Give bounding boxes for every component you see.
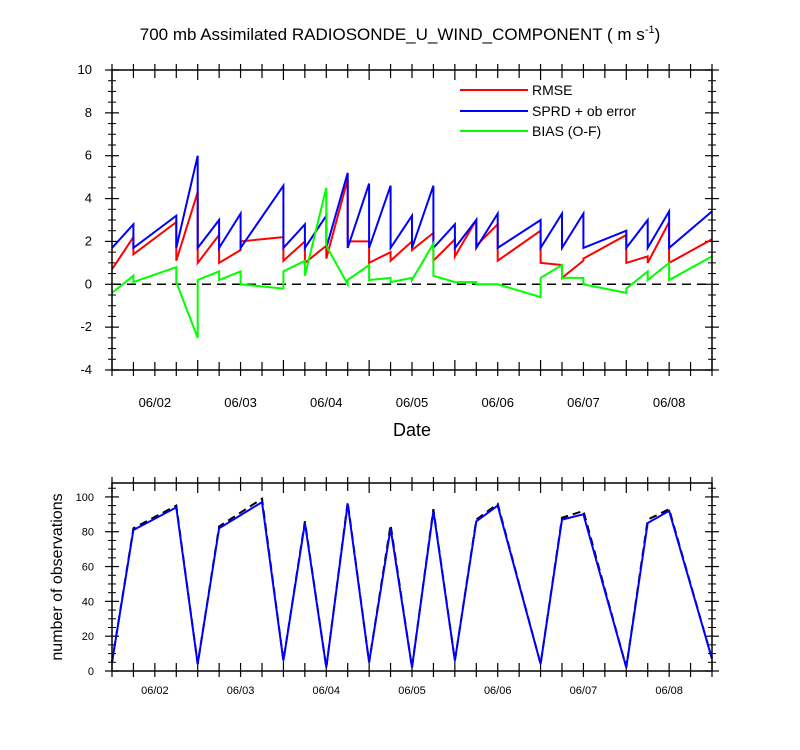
bottom-y-axis-ticks: 0 20 40 60 80 100 bbox=[76, 487, 719, 678]
chart-title-suffix: ) bbox=[655, 25, 661, 44]
x-tick-label: 06/03 bbox=[227, 685, 255, 697]
y-tick-label: 40 bbox=[82, 596, 94, 608]
y-tick-label: 4 bbox=[85, 191, 92, 206]
y-tick-label: 0 bbox=[85, 276, 92, 291]
x-tick-label: 06/07 bbox=[570, 685, 598, 697]
top-chart: 700 mb Assimilated RADIOSONDE_U_WIND_COM… bbox=[78, 24, 719, 440]
x-tick-label: 06/08 bbox=[655, 685, 683, 697]
y-axis-label-observations: number of observations bbox=[49, 493, 66, 660]
y-tick-label: 0 bbox=[88, 666, 94, 678]
x-tick-label: 06/06 bbox=[481, 395, 514, 410]
y-tick-label: 8 bbox=[85, 105, 92, 120]
y-tick-label: 2 bbox=[85, 233, 92, 248]
y-tick-label: 60 bbox=[82, 562, 94, 574]
y-tick-label: 10 bbox=[78, 62, 92, 77]
x-tick-label: 06/05 bbox=[398, 685, 426, 697]
bottom-series-group bbox=[111, 497, 713, 668]
x-tick-label: 06/08 bbox=[653, 395, 686, 410]
x-tick-label: 06/02 bbox=[141, 685, 169, 697]
x-tick-label: 06/04 bbox=[313, 685, 341, 697]
legend-label-bias: BIAS (O-F) bbox=[532, 123, 601, 139]
x-axis-label: Date bbox=[393, 420, 431, 440]
series-line-bias-o-f bbox=[111, 187, 713, 339]
y-tick-label: -2 bbox=[80, 319, 92, 334]
chart-title-text: 700 mb Assimilated RADIOSONDE_U_WIND_COM… bbox=[140, 25, 645, 44]
legend: RMSE SPRD + ob error BIAS (O-F) bbox=[460, 82, 636, 139]
chart-title: 700 mb Assimilated RADIOSONDE_U_WIND_COM… bbox=[140, 24, 661, 44]
bottom-plot-frame bbox=[111, 482, 713, 672]
y-tick-label: 20 bbox=[82, 631, 94, 643]
series-line-used bbox=[111, 500, 713, 668]
y-tick-label: 80 bbox=[82, 527, 94, 539]
chart-title-superscript: -1 bbox=[645, 24, 655, 36]
x-tick-label: 06/05 bbox=[396, 395, 429, 410]
y-tick-label: 100 bbox=[76, 492, 94, 504]
x-tick-label: 06/02 bbox=[139, 395, 172, 410]
y-tick-label: 6 bbox=[85, 148, 92, 163]
top-series-group bbox=[111, 155, 713, 339]
top-plot-frame bbox=[111, 69, 713, 371]
x-tick-label: 06/06 bbox=[484, 685, 512, 697]
series-line-sprd-ob-error bbox=[111, 155, 713, 252]
bottom-x-axis-ticks: 06/02 06/03 06/04 06/05 06/06 06/07 06/08 bbox=[111, 477, 713, 697]
x-tick-label: 06/04 bbox=[310, 395, 343, 410]
legend-label-rmse: RMSE bbox=[532, 82, 572, 98]
legend-label-sprd: SPRD + ob error bbox=[532, 103, 636, 119]
x-tick-label: 06/07 bbox=[567, 395, 600, 410]
x-tick-label: 06/03 bbox=[224, 395, 257, 410]
y-tick-label: -4 bbox=[80, 362, 92, 377]
